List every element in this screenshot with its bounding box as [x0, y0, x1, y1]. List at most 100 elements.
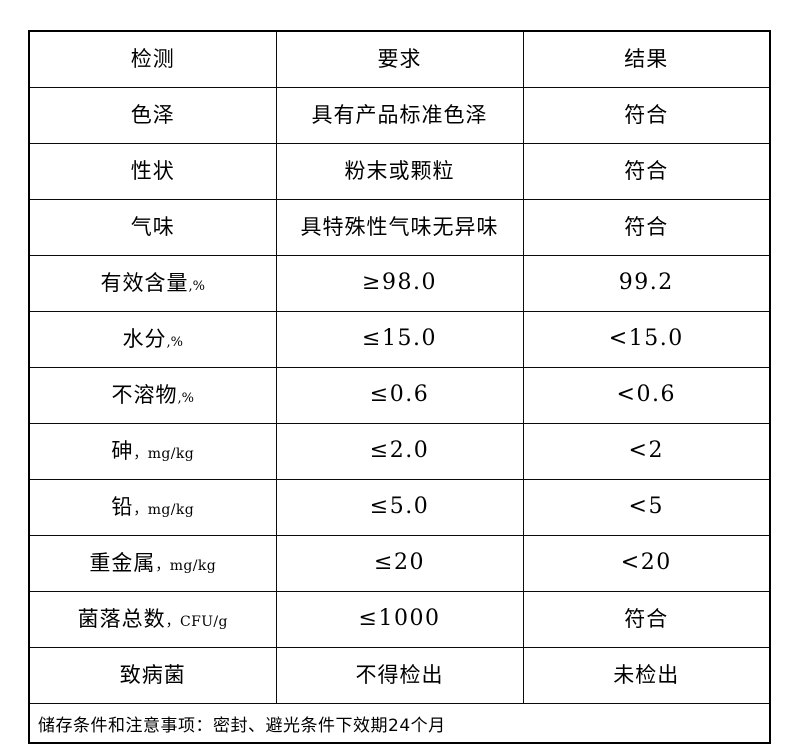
- table-row: 重金属，mg/kg ≤20 <20: [28, 535, 771, 592]
- column-header-label: 检测: [130, 46, 175, 71]
- item-unit: ,%: [188, 278, 206, 294]
- table-row: 不溶物,% ≤0.6 <0.6: [28, 367, 771, 424]
- cell-requirement: 不得检出: [275, 647, 524, 704]
- cell-item: 铅，mg/kg: [28, 479, 277, 536]
- item-name: 重金属: [89, 550, 156, 575]
- item-text: 不溶物,%: [111, 382, 195, 407]
- item-text: 色泽: [130, 102, 175, 127]
- requirement-value: ≤20: [374, 550, 425, 576]
- cell-item: 有效含量,%: [28, 255, 277, 312]
- table-row: 色泽 具有产品标准色泽 符合: [28, 87, 771, 144]
- item-name: 菌落总数: [77, 606, 166, 631]
- result-value: 符合: [624, 102, 669, 127]
- cell-result: <0.6: [522, 367, 771, 424]
- item-unit: ，mg/kg: [155, 557, 217, 574]
- table-row: 致病菌 不得检出 未检出: [28, 647, 771, 704]
- specification-table: 检测 要求 结果 色泽 具有产品标准色泽 符合 性状 粉末或颗粒 符合 气味 具特殊性气味无异味 符合…: [28, 30, 771, 744]
- item-text: 重金属，mg/kg: [89, 550, 217, 575]
- table-row: 性状 粉末或颗粒 符合: [28, 143, 771, 200]
- cell-requirement: ≤0.6: [275, 367, 524, 424]
- cell-item: 不溶物,%: [28, 367, 277, 424]
- cell-requirement: 粉末或颗粒: [275, 143, 524, 200]
- item-text: 铅，mg/kg: [111, 494, 195, 519]
- item-text: 菌落总数，CFU/g: [77, 606, 228, 631]
- cell-result: <15.0: [522, 311, 771, 368]
- cell-result: <20: [522, 535, 771, 592]
- cell-requirement: ≤15.0: [275, 311, 524, 368]
- item-name: 有效含量: [100, 270, 189, 295]
- cell-result: <2: [522, 423, 771, 480]
- cell-result: 99.2: [522, 255, 771, 312]
- item-unit: ，mg/kg: [133, 501, 195, 518]
- result-value: 符合: [624, 158, 669, 183]
- item-name: 气味: [130, 214, 175, 239]
- result-value: 符合: [624, 606, 669, 631]
- item-unit: ,%: [166, 334, 184, 350]
- cell-requirement: ≤5.0: [275, 479, 524, 536]
- requirement-value: ≤0.6: [369, 382, 430, 408]
- result-value: 99.2: [618, 270, 674, 296]
- item-name: 色泽: [130, 102, 175, 127]
- table-row: 有效含量,% ≥98.0 99.2: [28, 255, 771, 312]
- result-value: <2: [628, 438, 664, 464]
- result-value: <15.0: [608, 326, 684, 352]
- cell-item: 重金属，mg/kg: [28, 535, 277, 592]
- column-header-label: 要求: [377, 46, 422, 71]
- cell-result: <5: [522, 479, 771, 536]
- cell-item: 砷，mg/kg: [28, 423, 277, 480]
- storage-note-cell: 储存条件和注意事项：密封、避光条件下效期24个月: [28, 703, 771, 744]
- cell-requirement: ≤1000: [275, 591, 524, 648]
- cell-item: 菌落总数，CFU/g: [28, 591, 277, 648]
- cell-requirement: 具有产品标准色泽: [275, 87, 524, 144]
- table-body: 检测 要求 结果 色泽 具有产品标准色泽 符合 性状 粉末或颗粒 符合 气味 具特殊性气味无异味 符合…: [28, 30, 771, 744]
- table-row: 气味 具特殊性气味无异味 符合: [28, 199, 771, 256]
- cell-result: 符合: [522, 199, 771, 256]
- table-row: 铅，mg/kg ≤5.0 <5: [28, 479, 771, 536]
- item-unit: ，CFU/g: [165, 613, 228, 630]
- item-text: 砷，mg/kg: [111, 438, 195, 463]
- cell-item: 气味: [28, 199, 277, 256]
- result-value: <0.6: [616, 382, 676, 408]
- item-text: 水分,%: [123, 327, 184, 351]
- cell-result: 符合: [522, 87, 771, 144]
- result-value: 符合: [624, 214, 669, 239]
- cell-requirement: 具特殊性气味无异味: [275, 199, 524, 256]
- cell-requirement: ≤20: [275, 535, 524, 592]
- item-text: 气味: [130, 214, 175, 239]
- column-header-2: 要求: [275, 30, 524, 88]
- item-name: 砷: [111, 438, 134, 463]
- cell-requirement: ≥98.0: [275, 255, 524, 312]
- cell-item: 性状: [28, 143, 277, 200]
- cell-item: 致病菌: [28, 647, 277, 704]
- item-name: 不溶物: [111, 382, 178, 407]
- item-name: 铅: [111, 494, 134, 519]
- cell-result: 未检出: [522, 647, 771, 704]
- requirement-value: 具特殊性气味无异味: [300, 214, 499, 239]
- requirement-value: 具有产品标准色泽: [311, 102, 488, 127]
- column-header-3: 结果: [522, 30, 771, 88]
- requirement-value: 粉末或颗粒: [344, 158, 455, 183]
- item-text: 致病菌: [120, 663, 186, 687]
- requirement-value: 不得检出: [355, 662, 444, 687]
- requirement-value: ≤5.0: [369, 494, 430, 520]
- table-note-row: 储存条件和注意事项：密封、避光条件下效期24个月: [28, 703, 771, 744]
- item-unit: ,%: [177, 390, 195, 406]
- item-name: 性状: [130, 158, 175, 183]
- item-unit: ，mg/kg: [133, 445, 195, 462]
- result-value: <20: [620, 550, 672, 576]
- table-row: 砷，mg/kg ≤2.0 <2: [28, 423, 771, 480]
- requirement-value: ≤15.0: [362, 326, 437, 352]
- cell-result: 符合: [522, 143, 771, 200]
- cell-result: 符合: [522, 591, 771, 648]
- cell-item: 水分,%: [28, 311, 277, 368]
- column-header-label: 结果: [624, 46, 669, 71]
- cell-requirement: ≤2.0: [275, 423, 524, 480]
- table-row: 菌落总数，CFU/g ≤1000 符合: [28, 591, 771, 648]
- requirement-value: ≤1000: [358, 606, 441, 632]
- storage-note-text: 储存条件和注意事项：密封、避光条件下效期24个月: [38, 715, 446, 736]
- table-header-row: 检测 要求 结果: [28, 30, 771, 88]
- result-value: 未检出: [613, 662, 680, 687]
- item-text: 有效含量,%: [100, 270, 206, 295]
- cell-item: 色泽: [28, 87, 277, 144]
